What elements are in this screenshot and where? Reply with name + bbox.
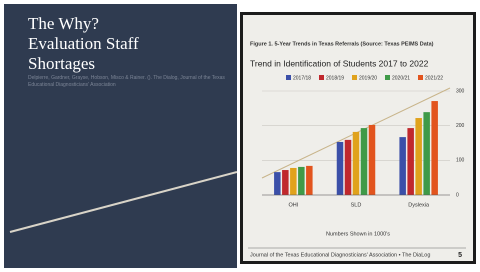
y-tick-label: 0 bbox=[456, 192, 459, 198]
bar bbox=[431, 101, 438, 195]
bar bbox=[369, 125, 376, 195]
bar bbox=[282, 170, 289, 195]
slide: The Why? Evaluation Staff Shortages Delp… bbox=[0, 0, 480, 272]
x-tick-label: Dyslexia bbox=[408, 202, 430, 208]
legend-label: 2020/21 bbox=[392, 75, 410, 81]
x-tick-label: OHI bbox=[288, 202, 298, 208]
page-number: 5 bbox=[458, 252, 462, 259]
legend-swatch bbox=[352, 75, 357, 80]
bar bbox=[274, 172, 281, 195]
diagonal-line bbox=[10, 172, 237, 232]
bar bbox=[415, 118, 422, 195]
bar bbox=[306, 166, 313, 195]
legend-swatch bbox=[286, 75, 291, 80]
bar bbox=[298, 167, 304, 195]
bar bbox=[337, 142, 344, 195]
decor bbox=[4, 4, 237, 268]
caption: Figure 1. 5-Year Trends in Texas Referra… bbox=[250, 41, 434, 47]
chart-photo: Figure 1. 5-Year Trends in Texas Referra… bbox=[240, 12, 476, 264]
x-axis-label: Numbers Shown in 1000's bbox=[326, 231, 390, 237]
bar bbox=[361, 128, 368, 195]
x-tick-label: SLD bbox=[351, 202, 362, 208]
legend-swatch bbox=[319, 75, 324, 80]
legend-label: 2017/18 bbox=[293, 75, 311, 81]
bar bbox=[345, 140, 352, 195]
y-tick-label: 300 bbox=[456, 88, 465, 94]
legend-swatch bbox=[385, 75, 390, 80]
bar bbox=[423, 112, 430, 195]
bar bbox=[353, 132, 360, 195]
legend-label: 2021/22 bbox=[425, 75, 443, 81]
bar bbox=[290, 168, 297, 195]
y-tick-label: 100 bbox=[456, 158, 465, 164]
legend-label: 2019/20 bbox=[359, 75, 377, 81]
y-tick-label: 200 bbox=[456, 123, 465, 129]
title-panel: The Why? Evaluation Staff Shortages Delp… bbox=[4, 4, 237, 268]
bar bbox=[399, 137, 406, 195]
legend-label: 2018/19 bbox=[326, 75, 344, 81]
footer: Journal of the Texas Educational Diagnos… bbox=[250, 252, 430, 258]
bar bbox=[407, 128, 414, 195]
legend-swatch bbox=[418, 75, 423, 80]
chart-title: Trend in Identification of Students 2017… bbox=[250, 58, 429, 68]
